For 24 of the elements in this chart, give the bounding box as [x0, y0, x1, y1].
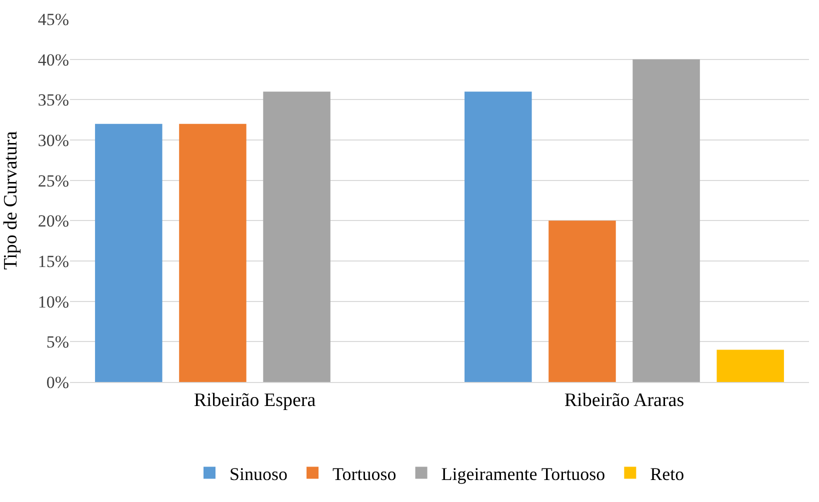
x-tick-label: Ribeirão Espera — [194, 390, 316, 411]
legend-label: Ligeiramente Tortuoso — [441, 464, 606, 484]
y-tick-label: 35% — [38, 90, 69, 110]
legend-label: Tortuoso — [332, 464, 396, 484]
y-tick-label: 20% — [38, 212, 69, 231]
legend-label: Reto — [650, 464, 684, 484]
y-tick-label: 10% — [38, 292, 69, 312]
y-tick-label: 15% — [38, 252, 69, 271]
bar — [548, 220, 616, 382]
y-tick-label: 0% — [46, 372, 69, 392]
bar — [464, 92, 532, 382]
x-tick-label: Ribeirão Araras — [564, 390, 684, 411]
bar — [632, 59, 700, 382]
bar — [263, 92, 330, 382]
bar — [179, 124, 246, 382]
y-tick-label: 45% — [38, 10, 69, 29]
y-tick-label: 40% — [38, 50, 69, 70]
y-tick-label: 30% — [38, 130, 69, 150]
bar — [95, 124, 162, 382]
bar — [716, 350, 784, 382]
y-tick-label: 25% — [38, 171, 69, 190]
y-axis-title: Tipo de Curvatura — [0, 130, 22, 270]
y-tick-label: 5% — [46, 332, 69, 352]
legend-label: Sinuoso — [230, 464, 288, 484]
